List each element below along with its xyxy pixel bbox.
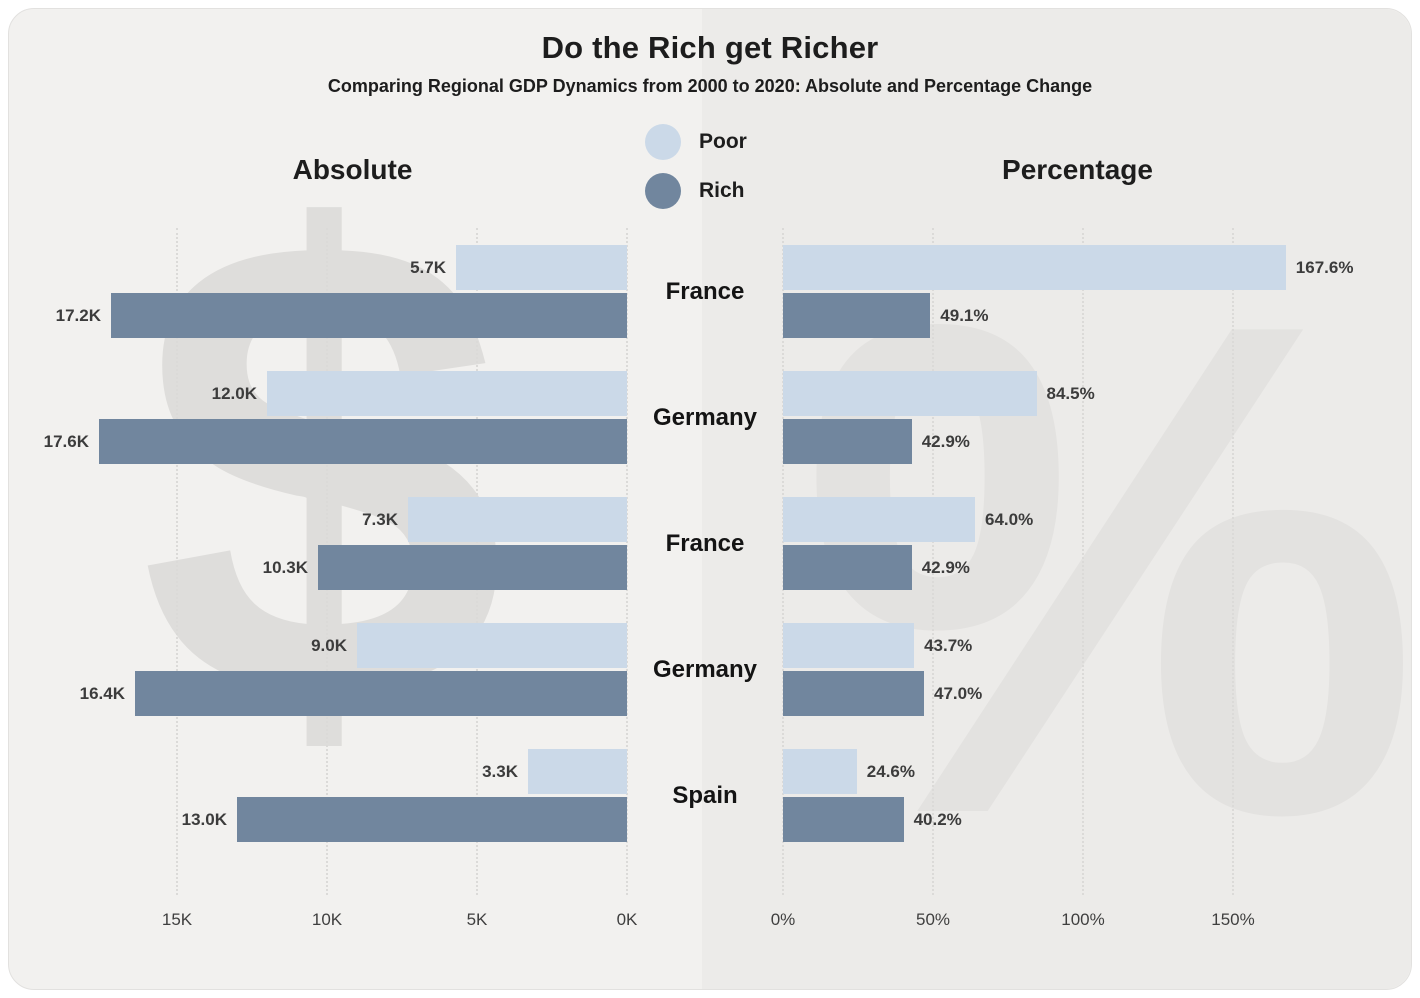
bar-value-label: 16.4K	[79, 683, 125, 703]
legend-item-poor: Poor	[645, 124, 747, 160]
bar-value-label: 40.2%	[913, 809, 962, 829]
legend-label-rich: Rich	[699, 179, 745, 202]
axis-tick-label: 50%	[915, 910, 951, 929]
axis-tick-label: 150%	[1211, 910, 1255, 929]
category-label: Germany	[652, 403, 758, 431]
bar-rich	[99, 419, 627, 464]
bar-value-label: 42.9%	[921, 431, 970, 451]
bar-rich	[237, 797, 627, 842]
bar-rich	[783, 545, 912, 590]
bar-value-label: 3.3K	[482, 761, 518, 781]
panel-title-percentage: Percentage	[1002, 154, 1153, 185]
bar-poor	[783, 245, 1286, 290]
axis-tick-label: 100%	[1061, 910, 1105, 929]
bar-value-label: 13.0K	[181, 809, 227, 829]
bar-value-label: 7.3K	[362, 509, 398, 529]
bar-rich	[783, 797, 904, 842]
bar-poor	[408, 497, 627, 542]
category-label: Spain	[672, 781, 738, 809]
legend: Poor Rich	[645, 124, 747, 209]
bar-rich	[783, 419, 912, 464]
bar-value-label: 17.2K	[55, 305, 101, 325]
axis-tick-label: 15K	[161, 910, 193, 929]
bar-rich	[111, 293, 627, 338]
bar-poor	[783, 497, 975, 542]
bar-value-label: 9.0K	[311, 635, 347, 655]
axis-tick-label: 0K	[616, 910, 638, 929]
bar-poor	[783, 623, 915, 668]
gridline	[626, 228, 628, 895]
legend-item-rich: Rich	[645, 173, 747, 209]
bar-value-label: 24.6%	[866, 761, 915, 781]
bar-rich	[318, 545, 627, 590]
bar-value-label: 64.0%	[985, 509, 1034, 529]
bar-poor	[456, 245, 627, 290]
panel-title-absolute: Absolute	[292, 154, 413, 185]
category-label: France	[665, 277, 745, 305]
bar-value-label: 47.0%	[934, 683, 983, 703]
bar-poor	[783, 749, 857, 794]
gridline	[1082, 228, 1084, 895]
bar-value-label: 17.6K	[43, 431, 89, 451]
bar-poor	[783, 371, 1037, 416]
gridline	[1232, 228, 1234, 895]
chart-title: Do the Rich get Richer	[541, 30, 879, 65]
bar-value-label: 84.5%	[1046, 383, 1095, 403]
bar-value-label: 12.0K	[211, 383, 257, 403]
poor-swatch-icon	[645, 124, 681, 160]
legend-label-poor: Poor	[699, 130, 747, 153]
bar-rich	[135, 671, 627, 716]
bar-value-label: 42.9%	[921, 557, 970, 577]
bar-rich	[783, 671, 924, 716]
axis-tick-label: 0%	[770, 910, 796, 929]
bar-value-label: 10.3K	[262, 557, 308, 577]
bar-value-label: 167.6%	[1295, 257, 1354, 277]
chart-subtitle: Comparing Regional GDP Dynamics from 200…	[327, 76, 1093, 96]
gridline	[176, 228, 178, 895]
category-label: France	[665, 529, 745, 557]
bar-rich	[783, 293, 931, 338]
gridline	[932, 228, 934, 895]
bar-poor	[357, 623, 627, 668]
rich-swatch-icon	[645, 173, 681, 209]
bar-value-label: 5.7K	[410, 257, 446, 277]
bar-value-label: 49.1%	[940, 305, 989, 325]
axis-tick-label: 5K	[466, 910, 488, 929]
bar-value-label: 43.7%	[924, 635, 973, 655]
bar-poor	[267, 371, 627, 416]
category-label: Germany	[652, 655, 758, 683]
axis-tick-label: 10K	[311, 910, 343, 929]
bar-poor	[528, 749, 627, 794]
